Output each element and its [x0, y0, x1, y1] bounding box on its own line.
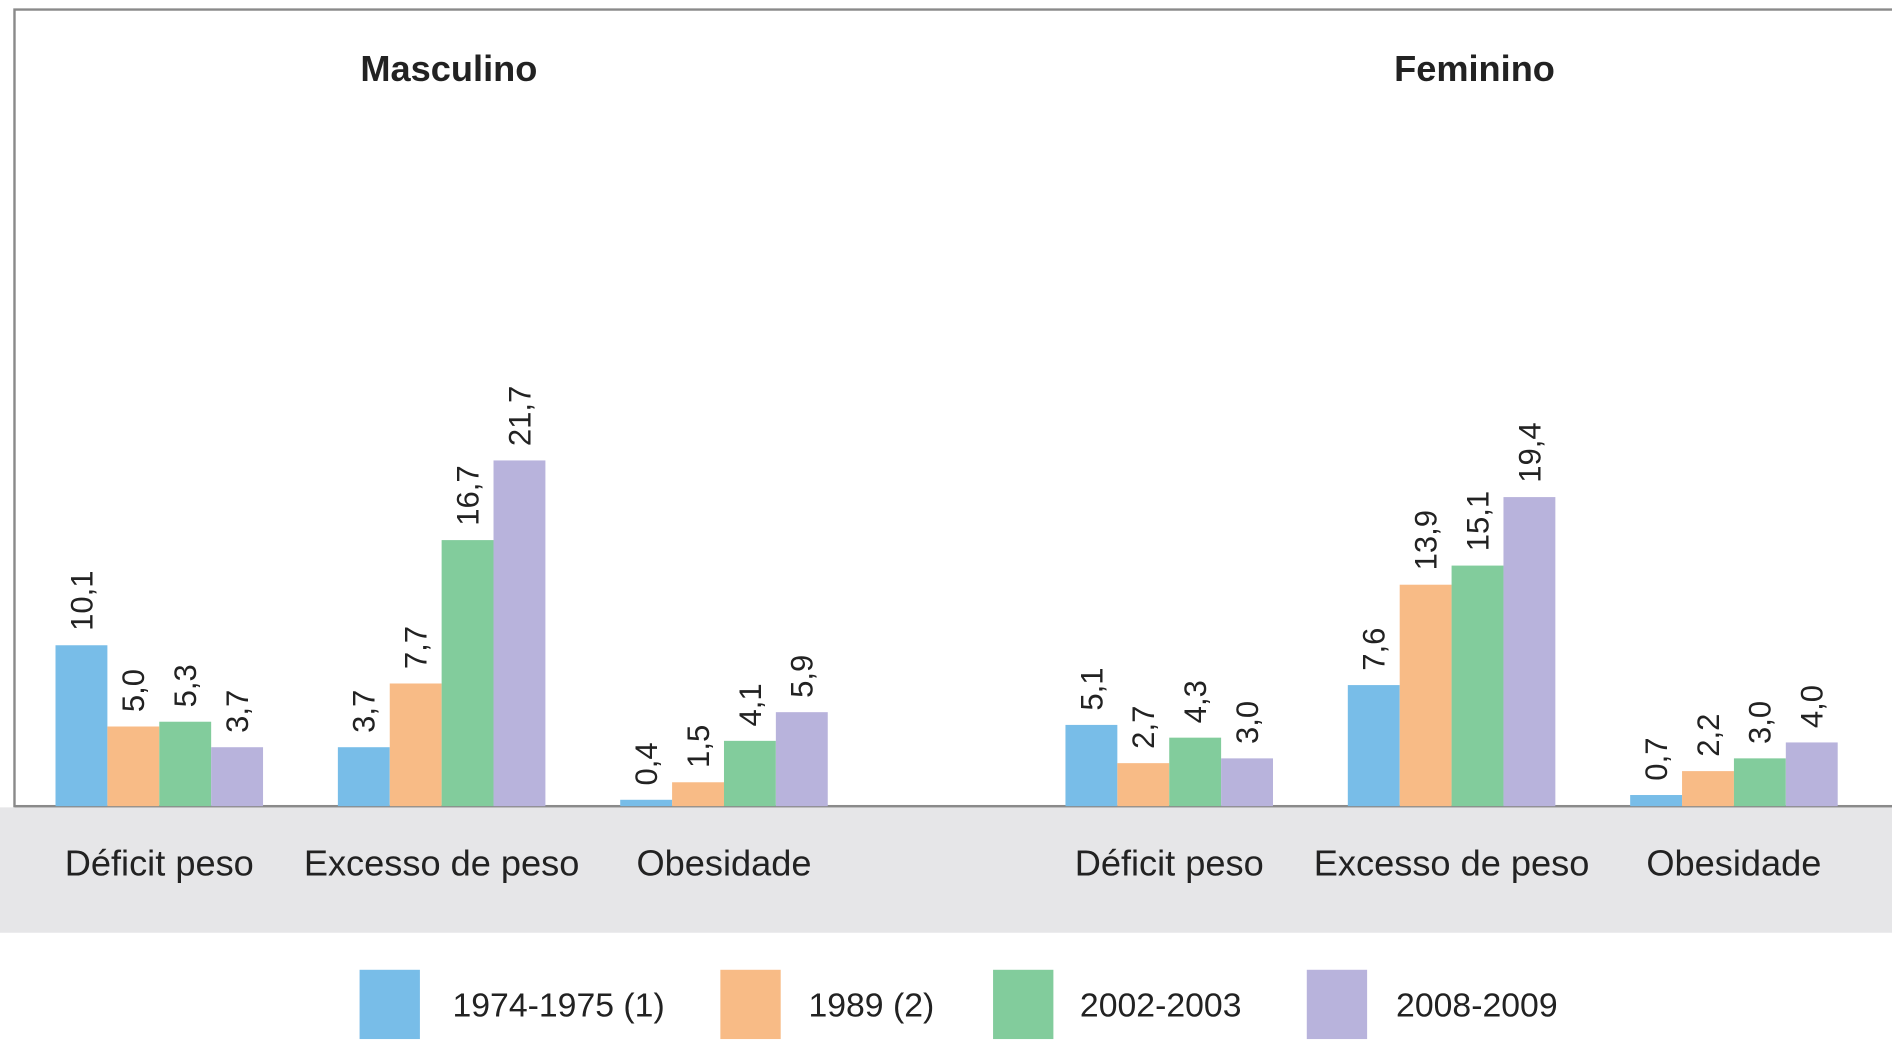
x-tick-label: Déficit peso [65, 843, 254, 884]
value-label: 5,0 [116, 669, 151, 712]
legend-label: 2008-2009 [1396, 988, 1558, 1025]
panel-title: Masculino [360, 48, 537, 89]
x-tick-label: Obesidade [1646, 843, 1821, 884]
bar [493, 460, 546, 807]
value-label: 5,1 [1074, 667, 1109, 710]
value-label: 15,1 [1460, 491, 1495, 551]
bar [672, 782, 724, 807]
bar [55, 645, 108, 807]
bar [1169, 737, 1222, 807]
x-tick-label: Déficit peso [1075, 843, 1264, 884]
value-label: 16,7 [450, 465, 485, 525]
legend-swatch [720, 969, 781, 1040]
bar [1733, 758, 1786, 807]
value-label: 13,9 [1408, 510, 1443, 570]
bar [1347, 685, 1400, 807]
x-tick-label: Excesso de peso [1314, 843, 1590, 884]
bar [1682, 771, 1734, 807]
value-label: 5,3 [168, 664, 203, 707]
legend-swatch [993, 969, 1054, 1040]
bar [159, 721, 212, 807]
bar [337, 747, 390, 807]
legend-swatch [1306, 969, 1368, 1040]
bar [389, 683, 442, 807]
value-label: 21,7 [502, 386, 537, 446]
bar [620, 799, 673, 807]
value-label: 3,0 [1743, 701, 1778, 744]
value-label: 19,4 [1512, 422, 1547, 482]
bar [1065, 724, 1118, 807]
value-label: 7,6 [1356, 628, 1391, 671]
value-label: 2,2 [1691, 714, 1726, 757]
value-label: 4,1 [733, 683, 768, 726]
value-label: 10,1 [64, 570, 99, 630]
value-label: 4,0 [1794, 685, 1829, 728]
value-label: 0,7 [1639, 738, 1674, 781]
bar [723, 740, 776, 807]
bar [1630, 795, 1683, 807]
bar [211, 747, 264, 807]
bar [107, 726, 160, 807]
value-label: 4,3 [1178, 680, 1213, 723]
bar [1451, 565, 1504, 807]
bar [441, 540, 494, 807]
value-label: 5,9 [785, 655, 820, 698]
value-label: 3,7 [347, 690, 382, 733]
bar [1785, 742, 1838, 807]
plot-frame [13, 8, 1892, 808]
bar [1221, 758, 1273, 807]
bar [775, 712, 828, 807]
value-label: 1,5 [681, 725, 716, 768]
bar [1117, 763, 1170, 807]
bar [1503, 497, 1556, 807]
x-tick-label: Obesidade [636, 843, 811, 884]
category-band [0, 807, 1892, 933]
legend-label: 2002-2003 [1080, 988, 1242, 1025]
value-label: 3,0 [1230, 701, 1265, 744]
legend-label: 1989 (2) [808, 988, 934, 1025]
value-label: 7,7 [398, 626, 433, 669]
legend-swatch [359, 969, 420, 1040]
bar [1399, 584, 1452, 807]
value-label: 0,4 [629, 742, 664, 785]
x-tick-label: Excesso de peso [304, 843, 580, 884]
value-label: 3,7 [220, 690, 255, 733]
value-label: 2,7 [1126, 706, 1161, 749]
legend-label: 1974-1975 (1) [452, 988, 664, 1025]
panel-title: Feminino [1394, 48, 1555, 89]
